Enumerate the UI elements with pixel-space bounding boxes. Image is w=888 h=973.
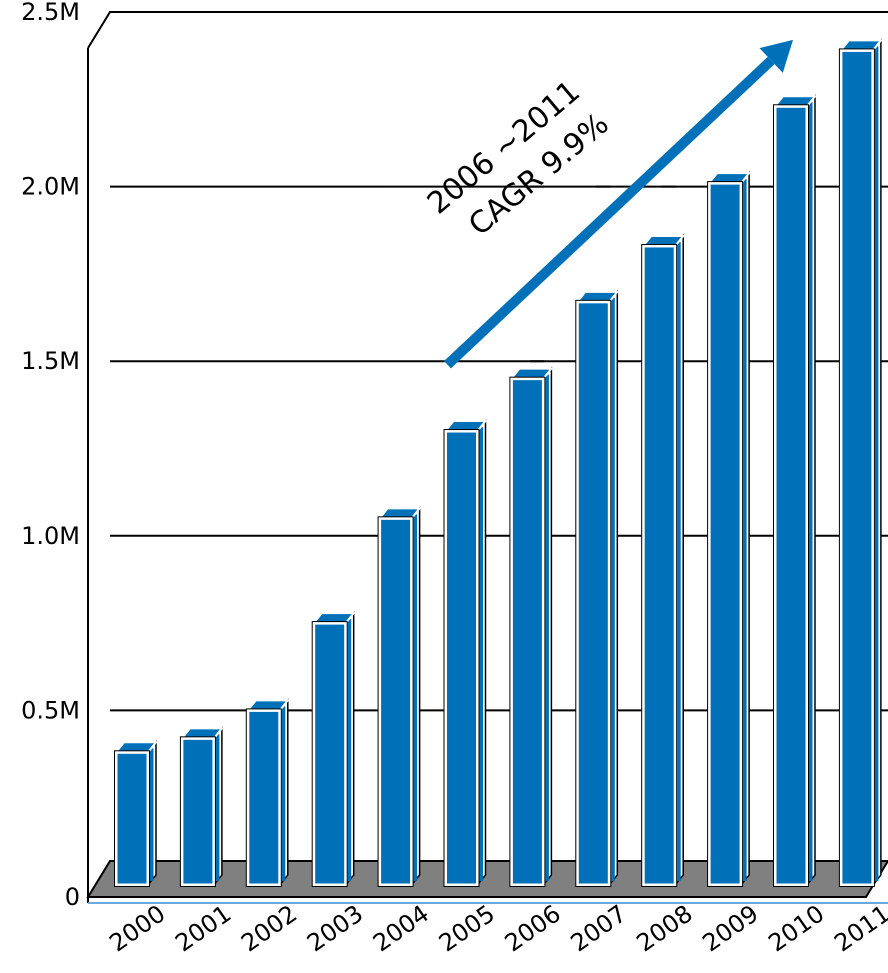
bar-front — [707, 181, 743, 887]
y-tick-label: 2.5M — [21, 0, 80, 26]
growth-arrow-head — [759, 39, 793, 73]
bar-side-stripe — [809, 102, 813, 881]
y-tick-label: 0 — [65, 883, 80, 911]
x-tick-label: 2008 — [632, 899, 698, 957]
bar-outline — [707, 181, 744, 888]
x-tick-label: 2001 — [170, 899, 236, 957]
bar-front — [180, 736, 216, 887]
bar-front — [773, 104, 809, 887]
bar-outline — [245, 708, 282, 888]
bar-side-stripe — [215, 734, 220, 881]
x-tick-label: 2006 — [500, 899, 566, 957]
y-axis-ticks: 0 0.5M 1.0M 1.5M 2.0M 2.5M — [21, 0, 80, 911]
bar-2006 — [509, 366, 554, 888]
x-tick-label: 2002 — [236, 899, 302, 957]
bar-2009 — [707, 170, 752, 888]
bar-2005 — [443, 418, 488, 888]
bar-2003 — [311, 610, 356, 888]
back-wall-top-edge — [87, 11, 888, 49]
bar-side-stripe — [281, 706, 286, 881]
y-tick-label: 2.0M — [21, 173, 80, 201]
bar-outline — [311, 621, 348, 887]
bar-2007 — [575, 289, 620, 888]
x-tick-label: 2005 — [434, 899, 500, 957]
x-tick-label: 2003 — [302, 899, 368, 957]
bar-front — [312, 621, 348, 887]
bar-2011 — [838, 38, 883, 888]
bar-2008 — [641, 233, 686, 888]
x-tick-label: 2011 — [829, 899, 888, 957]
bar-side-stripe — [150, 748, 154, 881]
chart-frame — [87, 11, 888, 904]
bar-side-stripe — [743, 179, 747, 881]
bar-2004 — [377, 506, 422, 888]
bar-side-stripe — [874, 46, 879, 882]
bar-2002 — [245, 698, 290, 888]
bar-front — [575, 300, 611, 887]
x-tick-label: 2009 — [697, 899, 763, 957]
bar-2000 — [113, 740, 159, 888]
bar-2001 — [179, 726, 224, 888]
bar-front — [114, 750, 150, 887]
bar-front — [444, 429, 479, 887]
bar-front — [839, 48, 875, 887]
bar-outline — [179, 736, 216, 887]
bar-side-stripe — [413, 514, 418, 881]
y-tick-label: 1.0M — [21, 522, 80, 550]
bar-2010 — [772, 94, 818, 888]
x-tick-label: 2000 — [104, 899, 170, 957]
x-tick-label: 2007 — [566, 899, 632, 957]
bar-side-stripe — [611, 297, 615, 881]
bar-front — [378, 516, 414, 887]
x-axis-ticks: 2000 2001 2002 2003 2004 2005 2006 2007 2008 2009… — [104, 899, 888, 957]
bar-side-stripe — [677, 241, 681, 882]
bar-outline — [575, 299, 612, 887]
bar-side-stripe — [479, 427, 483, 881]
bar-outline — [509, 376, 546, 887]
bar-front — [246, 708, 282, 887]
bar-side-stripe — [347, 619, 352, 881]
x-tick-label: 2010 — [763, 899, 829, 957]
bars — [113, 38, 883, 888]
bar-front — [641, 244, 677, 887]
bar-outline — [641, 243, 678, 888]
x-tick-label: 2004 — [368, 899, 434, 957]
bar-side-stripe — [545, 374, 549, 881]
y-tick-label: 0.5M — [21, 696, 80, 724]
bar-front — [509, 377, 545, 887]
gridlines — [110, 185, 888, 712]
bar-outline — [838, 48, 875, 888]
y-tick-label: 1.5M — [21, 347, 80, 375]
growth-arrow — [444, 56, 775, 369]
bar-outline — [377, 516, 414, 888]
bar-outline — [773, 104, 809, 887]
bar-outline — [114, 750, 150, 888]
bar-outline — [443, 429, 480, 887]
